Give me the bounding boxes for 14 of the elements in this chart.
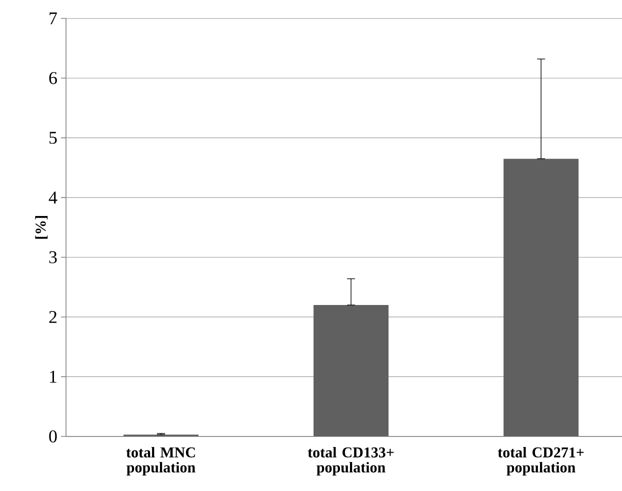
y-tick-label: 0	[49, 430, 57, 442]
x-tick-label: total CD271+ population	[498, 446, 584, 476]
y-tick-label: 7	[50, 12, 57, 24]
x-tick-label: total MNC population	[126, 446, 196, 476]
y-axis-title: [%]	[35, 216, 48, 239]
y-tick-label: 2	[49, 311, 56, 323]
bar	[314, 305, 389, 436]
bar	[504, 158, 579, 436]
x-tick-label: total CD133+ population	[308, 446, 394, 476]
y-tick-label: 3	[49, 251, 57, 264]
y-tick-label: 4	[48, 192, 58, 204]
y-tick-label: 5	[50, 132, 57, 144]
y-tick-label: 6	[49, 72, 57, 84]
y-tick-label: 1	[50, 370, 56, 383]
